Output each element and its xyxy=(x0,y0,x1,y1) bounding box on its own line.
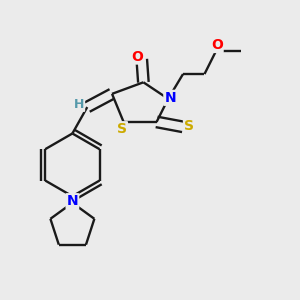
Text: O: O xyxy=(131,50,143,64)
Text: N: N xyxy=(164,91,176,105)
Text: O: O xyxy=(211,38,223,52)
Text: H: H xyxy=(74,98,84,111)
Text: S: S xyxy=(117,122,127,136)
Text: N: N xyxy=(67,194,78,208)
Text: S: S xyxy=(184,119,194,133)
